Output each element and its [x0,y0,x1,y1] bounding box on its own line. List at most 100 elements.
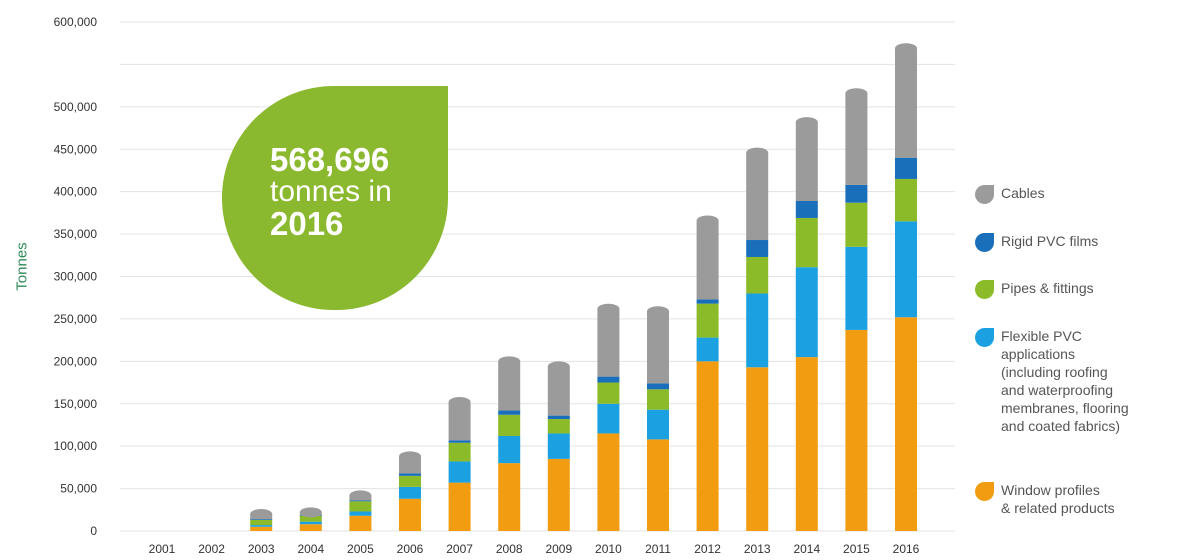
y-tick-label: 200,000 [54,354,98,368]
bar-segment-flexible [647,409,669,440]
bar-segment-window [795,357,818,531]
bar-segment-window [597,433,620,531]
bar-cap [448,397,471,408]
y-tick-label: 500,000 [54,100,98,114]
bars [250,43,917,531]
y-tick-label: 600,000 [54,15,98,29]
bar-segment-rigid [696,299,719,304]
bar-segment-rigid [597,376,620,383]
bar-segment-rigid [250,519,273,520]
x-tick-label: 2015 [843,542,870,556]
legend-item-pipes: Pipes & fittings [975,280,1094,299]
x-tick-label: 2002 [198,542,225,556]
bar-segment-pipes [349,501,372,512]
x-tick-label: 2006 [397,542,424,556]
x-tick-label: 2005 [347,542,374,556]
y-tick-label: 100,000 [54,439,98,453]
bar-segment-rigid [795,200,818,218]
bar-segment-rigid [547,415,570,420]
bar-segment-pipes [250,519,273,526]
bar-segment-flexible [250,525,273,527]
bar-cap [349,490,372,501]
bar-segment-flexible [845,246,868,330]
bar-cap [845,88,868,99]
x-tick-label: 2008 [496,542,523,556]
bar-cap [597,303,620,314]
bar-segment-pipes [299,515,322,522]
y-tick-label: 350,000 [54,227,98,241]
bar-segment-rigid [498,410,521,415]
bar-segment-window [547,458,570,531]
legend-swatch [975,328,994,347]
bar-segment-window [845,329,868,531]
bar-segment-pipes [498,414,521,436]
bar-segment-pipes [746,256,769,294]
legend-item-cables: Cables [975,185,1045,204]
bar-segment-flexible [746,293,769,368]
bar-segment-cables [547,366,570,416]
bar-segment-pipes [647,389,669,410]
bar-segment-flexible [448,461,471,483]
legend-label: Flexible PVC applications (including roo… [1001,328,1129,434]
bar-segment-flexible [597,403,620,434]
bar-cap [647,306,669,317]
bar-segment-window [746,367,769,531]
bar-segment-cables [647,311,669,384]
bar-segment-cables [696,220,719,300]
legend-item-window: Window profiles & related products [975,482,1115,518]
bar-segment-window [299,524,322,531]
x-tick-label: 2013 [744,542,771,556]
bar-segment-window [448,482,471,531]
x-tick-label: 2014 [793,542,820,556]
x-tick-label: 2001 [149,542,176,556]
legend-swatch [975,482,994,501]
bar-cap [250,509,273,520]
bar-segment-cables [795,122,818,201]
bar-cap [498,356,521,367]
bar-segment-pipes [399,475,421,487]
bar-segment-window [895,317,917,531]
x-tick-label: 2007 [446,542,473,556]
bar-cap [696,215,719,226]
bar-cap [399,451,421,462]
bar-segment-flexible [895,221,917,318]
callout-text: 568,696 tonnes in 2016 [270,143,392,241]
y-tick-label: 150,000 [54,397,98,411]
bar-segment-window [250,526,273,531]
bar-segment-window [498,463,521,531]
x-tick-label: 2011 [645,542,671,556]
bar-segment-pipes [448,442,471,462]
legend-swatch [975,280,994,299]
x-tick-label: 2004 [297,542,324,556]
bar-segment-pipes [547,419,570,434]
legend-swatch [975,185,994,204]
bar-cap [299,507,322,518]
legend-item-flexible: Flexible PVC applications (including roo… [975,328,1129,435]
bar-segment-rigid [349,500,372,502]
bar-segment-pipes [895,178,917,222]
bar-segment-cables [498,361,521,411]
x-tick-labels: 2001 2002 2003 2004 2005 2006 2007 2008 2009 2010… [149,542,920,556]
bar-segment-flexible [399,486,421,499]
bar-cap [795,117,818,128]
bar-segment-window [647,439,669,531]
bar-segment-flexible [696,337,719,362]
bar-segment-pipes [696,303,719,338]
bar-segment-flexible [498,435,521,464]
bar-segment-rigid [895,157,917,179]
bar-segment-pipes [597,382,620,404]
callout-unit: tonnes in [270,174,392,208]
bar-cap [895,43,917,54]
y-tick-label: 400,000 [54,185,98,199]
gridlines [120,21,955,532]
x-tick-label: 2012 [694,542,721,556]
legend-label: Cables [1001,185,1045,201]
bar-segment-cables [597,308,620,377]
bar-cap [547,361,570,372]
bar-segment-flexible [299,521,322,525]
y-tick-label: 0 [90,524,97,538]
bar-segment-flexible [795,267,818,358]
bar-segment-pipes [795,217,818,268]
